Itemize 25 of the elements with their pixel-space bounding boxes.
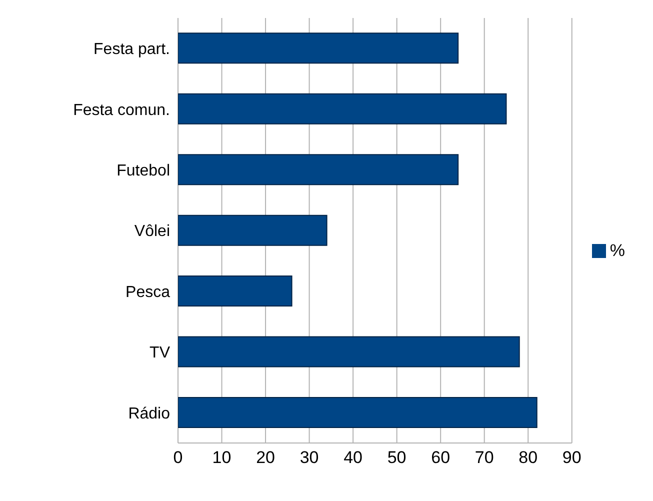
x-tick-label: 90	[562, 448, 582, 468]
y-tick-label: TV	[150, 344, 170, 362]
y-tick-label: Vôlei	[134, 223, 170, 240]
bar	[178, 276, 292, 307]
x-tick-label: 40	[344, 448, 363, 468]
bar	[178, 336, 520, 368]
x-tick-label: 70	[474, 448, 494, 468]
y-tick-label: Futebol	[116, 162, 170, 180]
x-tick-label: 50	[387, 448, 406, 468]
x-tick-label: 10	[212, 448, 232, 468]
x-tick-label: 30	[300, 448, 319, 468]
bar	[178, 32, 459, 64]
y-tick-label: Rádio	[128, 405, 170, 422]
x-tick-label: 0	[173, 448, 183, 468]
y-tick-label: Festa comun.	[73, 102, 170, 119]
bar	[178, 396, 538, 428]
x-tick-label: 80	[518, 448, 538, 468]
bar	[178, 154, 459, 186]
bar	[178, 93, 507, 124]
x-tick-label: 60	[431, 448, 450, 468]
y-tick-label: Festa part.	[94, 41, 170, 58]
bar	[178, 214, 328, 246]
legend-label: %	[610, 240, 625, 260]
y-tick-label: Pesca	[126, 284, 170, 301]
x-tick-label: 20	[256, 448, 275, 468]
